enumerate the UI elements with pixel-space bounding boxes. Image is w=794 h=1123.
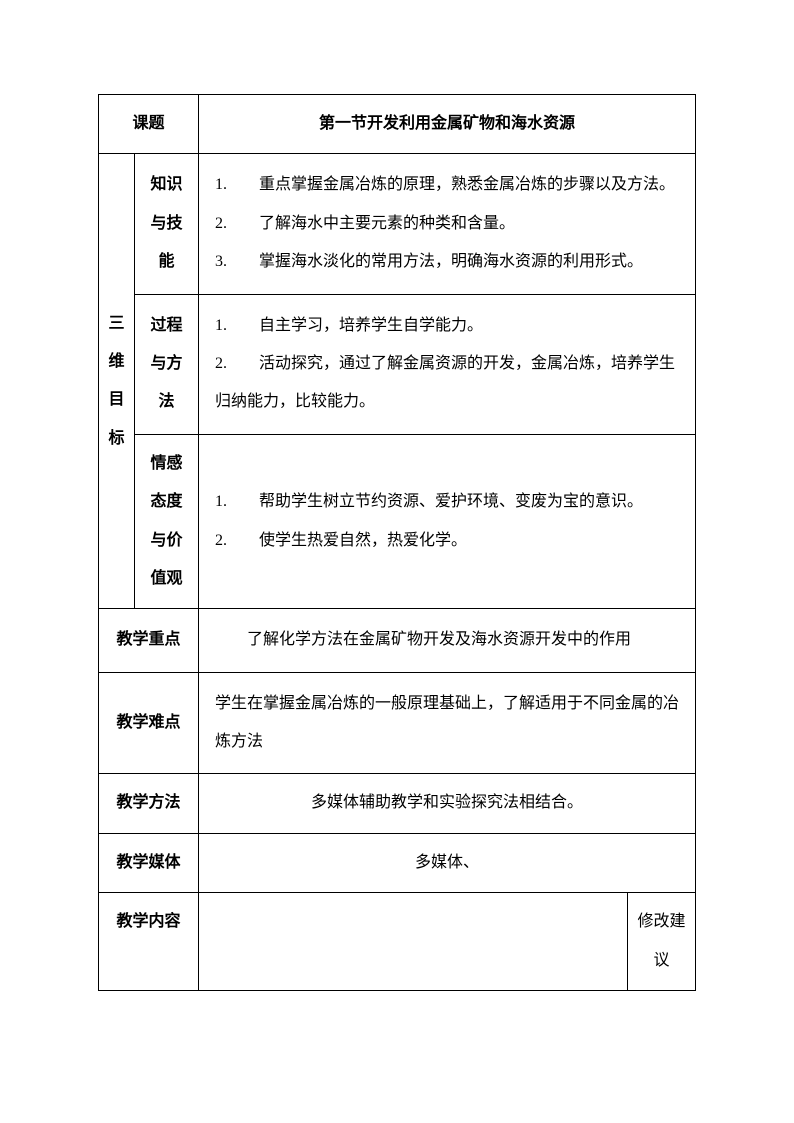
content-body-cell bbox=[199, 893, 628, 991]
list-item-text: 使学生热爱自然，热爱化学。 bbox=[259, 532, 467, 549]
difficulties-content: 学生在掌握金属冶炼的一般原理基础上，了解适用于不同金属的冶炼方法 bbox=[215, 695, 679, 750]
list-item: 1. 帮助学生树立节约资源、爱护环境、变废为宝的意识。 bbox=[215, 483, 683, 521]
difficulties-label-cell: 教学难点 bbox=[99, 672, 199, 774]
objective-row-label: 情感态度与价值观 bbox=[151, 455, 183, 587]
keypoints-content-cell: 了解化学方法在金属矿物开发及海水资源开发中的作用 bbox=[199, 609, 696, 672]
objective-row-label: 知识与技能 bbox=[151, 176, 183, 270]
table-row: 教学重点 了解化学方法在金属矿物开发及海水资源开发中的作用 bbox=[99, 609, 696, 672]
table-row: 教学方法 多媒体辅助教学和实验探究法相结合。 bbox=[99, 774, 696, 833]
table-row: 三维目标 知识与技能 1. 重点掌握金属冶炼的原理，熟悉金属冶炼的步骤以及方法。… bbox=[99, 154, 696, 294]
content-label-cell: 教学内容 bbox=[99, 893, 199, 991]
page-container: 课题 第一节开发利用金属矿物和海水资源 三维目标 知识与技能 1. 重点掌握金属… bbox=[0, 0, 794, 1051]
list-item: 2. 使学生热爱自然，热爱化学。 bbox=[215, 522, 683, 560]
media-label: 教学媒体 bbox=[117, 854, 181, 871]
objectives-category-cell: 三维目标 bbox=[99, 154, 135, 609]
list-item: 1. 重点掌握金属冶炼的原理，熟悉金属冶炼的步骤以及方法。 bbox=[215, 166, 683, 204]
content-label: 教学内容 bbox=[117, 913, 181, 930]
difficulties-label: 教学难点 bbox=[117, 714, 181, 731]
topic-label-cell: 课题 bbox=[99, 95, 199, 154]
keypoints-label: 教学重点 bbox=[117, 631, 181, 648]
methods-content: 多媒体辅助教学和实验探究法相结合。 bbox=[311, 794, 583, 811]
methods-content-cell: 多媒体辅助教学和实验探究法相结合。 bbox=[199, 774, 696, 833]
keypoints-content: 了解化学方法在金属矿物开发及海水资源开发中的作用 bbox=[215, 621, 683, 659]
table-row: 教学难点 学生在掌握金属冶炼的一般原理基础上，了解适用于不同金属的冶炼方法 bbox=[99, 672, 696, 774]
lesson-plan-table: 课题 第一节开发利用金属矿物和海水资源 三维目标 知识与技能 1. 重点掌握金属… bbox=[98, 94, 696, 991]
list-item-text: 自主学习，培养学生自学能力。 bbox=[259, 317, 483, 334]
list-item-text: 活动探究，通过了解金属资源的开发，金属冶炼，培养学生归纳能力，比较能力。 bbox=[215, 355, 675, 410]
list-item: 2. 了解海水中主要元素的种类和含量。 bbox=[215, 205, 683, 243]
objective-row-label-cell: 过程与方法 bbox=[135, 294, 199, 434]
list-item-text: 了解海水中主要元素的种类和含量。 bbox=[259, 215, 515, 232]
topic-label: 课题 bbox=[133, 115, 165, 132]
methods-label: 教学方法 bbox=[117, 794, 181, 811]
list-item-text: 掌握海水淡化的常用方法，明确海水资源的利用形式。 bbox=[259, 253, 643, 270]
list-item-text: 帮助学生树立节约资源、爱护环境、变废为宝的意识。 bbox=[259, 493, 643, 510]
table-row: 过程与方法 1. 自主学习，培养学生自学能力。 2. 活动探究，通过了解金属资源… bbox=[99, 294, 696, 434]
media-content-cell: 多媒体、 bbox=[199, 833, 696, 892]
objective-content-cell: 1. 自主学习，培养学生自学能力。 2. 活动探究，通过了解金属资源的开发，金属… bbox=[199, 294, 696, 434]
table-row: 情感态度与价值观 1. 帮助学生树立节约资源、爱护环境、变废为宝的意识。 2. … bbox=[99, 434, 696, 609]
table-row: 教学媒体 多媒体、 bbox=[99, 833, 696, 892]
list-item: 3. 掌握海水淡化的常用方法，明确海水资源的利用形式。 bbox=[215, 243, 683, 281]
objective-row-label-cell: 知识与技能 bbox=[135, 154, 199, 294]
suggestion-label: 修改建议 bbox=[637, 913, 685, 968]
objective-content-cell: 1. 重点掌握金属冶炼的原理，熟悉金属冶炼的步骤以及方法。 2. 了解海水中主要… bbox=[199, 154, 696, 294]
media-content: 多媒体、 bbox=[415, 854, 479, 871]
keypoints-label-cell: 教学重点 bbox=[99, 609, 199, 672]
objective-row-label-cell: 情感态度与价值观 bbox=[135, 434, 199, 609]
table-row: 课题 第一节开发利用金属矿物和海水资源 bbox=[99, 95, 696, 154]
list-item: 1. 自主学习，培养学生自学能力。 bbox=[215, 307, 683, 345]
objectives-category-label: 三维目标 bbox=[108, 315, 124, 447]
suggestion-cell: 修改建议 bbox=[627, 893, 695, 991]
list-item-text: 重点掌握金属冶炼的原理，熟悉金属冶炼的步骤以及方法。 bbox=[259, 176, 675, 193]
methods-label-cell: 教学方法 bbox=[99, 774, 199, 833]
difficulties-content-cell: 学生在掌握金属冶炼的一般原理基础上，了解适用于不同金属的冶炼方法 bbox=[199, 672, 696, 774]
list-item: 2. 活动探究，通过了解金属资源的开发，金属冶炼，培养学生归纳能力，比较能力。 bbox=[215, 345, 683, 422]
topic-title: 第一节开发利用金属矿物和海水资源 bbox=[319, 115, 575, 132]
objective-content-cell: 1. 帮助学生树立节约资源、爱护环境、变废为宝的意识。 2. 使学生热爱自然，热… bbox=[199, 434, 696, 609]
objective-row-label: 过程与方法 bbox=[151, 317, 183, 411]
media-label-cell: 教学媒体 bbox=[99, 833, 199, 892]
table-row: 教学内容 修改建议 bbox=[99, 893, 696, 991]
topic-title-cell: 第一节开发利用金属矿物和海水资源 bbox=[199, 95, 696, 154]
